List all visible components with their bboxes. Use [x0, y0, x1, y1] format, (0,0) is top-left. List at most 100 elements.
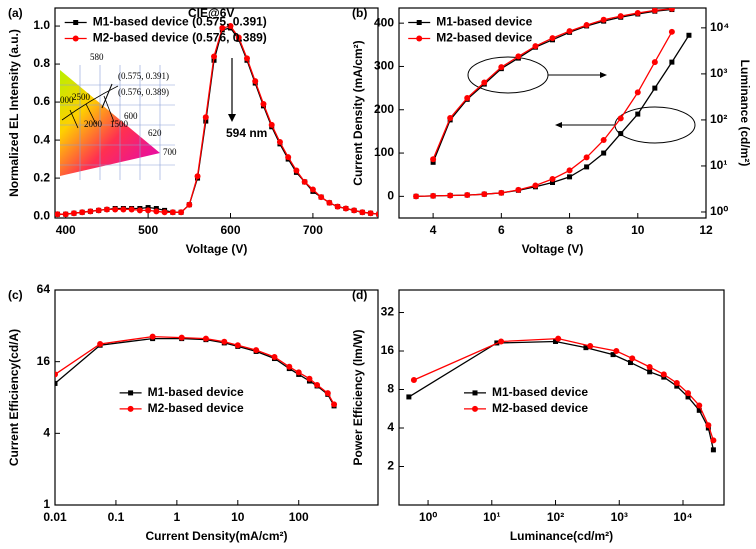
marker: [634, 10, 641, 17]
marker: [271, 354, 278, 361]
plot-area: [406, 335, 717, 453]
marker: [260, 100, 267, 107]
marker: [268, 121, 275, 128]
marker: [617, 115, 624, 122]
x-tick-label: 10²: [547, 510, 564, 524]
marker: [324, 390, 331, 397]
marker: [178, 209, 185, 216]
marker: [72, 35, 79, 42]
marker: [685, 390, 692, 397]
inset-label: (0.576, 0.389): [118, 87, 169, 97]
marker: [202, 335, 209, 342]
x-tick-label: 600: [220, 223, 240, 237]
marker: [430, 192, 437, 199]
marker: [253, 347, 260, 354]
marker: [331, 401, 338, 408]
marker: [696, 407, 702, 413]
marker: [351, 207, 358, 214]
marker: [472, 405, 478, 412]
marker: [293, 167, 300, 174]
y-tick-label: 0.8: [33, 56, 50, 70]
cie-grid: [60, 65, 175, 180]
marker: [601, 150, 607, 156]
y-tick-label: 64: [37, 282, 51, 296]
marker: [710, 437, 717, 444]
marker: [211, 53, 218, 60]
marker: [306, 375, 313, 382]
series-line: [57, 25, 378, 215]
inset-label: 600: [124, 111, 138, 121]
marker: [652, 85, 658, 91]
marker: [318, 194, 325, 201]
marker: [79, 209, 86, 216]
marker: [651, 59, 658, 66]
marker: [668, 8, 675, 12]
marker: [120, 206, 127, 213]
y-tick-label: 100: [374, 145, 394, 159]
y2-axis-label: Luminance (cd/m²): [738, 60, 752, 167]
y2-tick-label: 10²: [710, 112, 727, 126]
marker: [309, 186, 316, 193]
x-axis-label: Luminance(cd/m²): [510, 529, 613, 543]
marker: [97, 341, 104, 348]
marker: [555, 335, 562, 342]
y-axis-label: Normalized EL Intensity (a.u.): [7, 29, 21, 197]
plot-frame: [54, 289, 379, 506]
marker: [70, 210, 77, 217]
marker: [375, 211, 378, 218]
inset-label: 2000: [84, 119, 103, 129]
plot-frame: [398, 289, 725, 506]
marker: [696, 402, 703, 409]
x-tick-label: 10³: [611, 510, 628, 524]
marker: [549, 35, 556, 42]
marker: [334, 203, 341, 210]
marker: [566, 167, 573, 174]
marker: [295, 369, 302, 376]
y-tick-label: 32: [381, 305, 395, 319]
marker: [55, 371, 58, 378]
marker: [481, 191, 488, 198]
panel-label: (c): [8, 288, 23, 302]
marker: [243, 55, 250, 62]
marker: [660, 371, 667, 378]
marker: [613, 348, 620, 355]
marker: [128, 206, 135, 213]
marker: [600, 137, 607, 144]
plot-area: [413, 8, 692, 200]
marker: [416, 20, 422, 25]
marker: [464, 192, 471, 199]
marker: [567, 174, 573, 180]
marker: [710, 447, 716, 453]
legend-label: M2-based device (0.576, 0.389): [93, 31, 267, 45]
x-tick-label: 10: [231, 510, 245, 524]
marker: [136, 207, 143, 214]
marker: [583, 345, 589, 351]
y-tick-label: 200: [374, 102, 394, 116]
marker: [410, 376, 417, 383]
marker: [635, 111, 641, 117]
marker: [447, 192, 454, 199]
legend-label: M1-based device: [492, 385, 588, 399]
legend-label: M1-based device: [436, 15, 532, 29]
plot-frame: [54, 7, 379, 219]
marker: [447, 115, 454, 122]
x-tick-label: 12: [699, 223, 713, 237]
marker: [532, 182, 539, 189]
x-tick-label: 10⁴: [673, 510, 692, 524]
plot-area: [55, 333, 338, 409]
marker: [252, 78, 259, 85]
series-line: [416, 31, 673, 198]
marker: [550, 179, 555, 185]
marker: [549, 176, 556, 183]
marker: [617, 13, 624, 20]
legend-label: M1-based device (0.575, 0.391): [93, 15, 267, 29]
legend-label: M2-based device: [148, 401, 244, 415]
marker: [359, 209, 366, 216]
legend-label: M1-based device: [148, 385, 244, 399]
panel-label: (a): [8, 6, 23, 20]
marker: [55, 211, 61, 218]
annotation: 594 nm: [226, 126, 267, 140]
y2-tick-label: 10⁴: [710, 20, 729, 34]
marker: [413, 193, 420, 200]
